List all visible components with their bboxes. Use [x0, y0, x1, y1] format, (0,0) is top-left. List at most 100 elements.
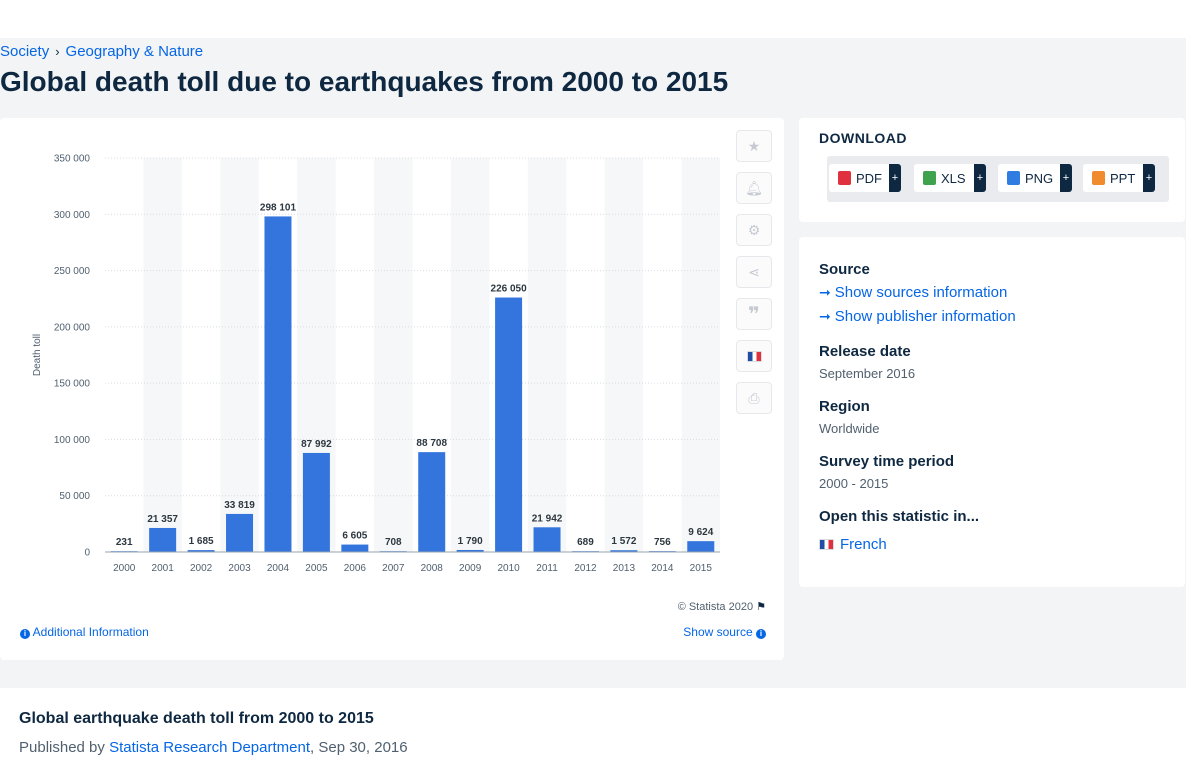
survey-period-value: 2000 - 2015	[819, 476, 889, 491]
x-tick-label: 2004	[267, 563, 290, 574]
download-buttons: PDF + XLS + PNG + PPT +	[827, 156, 1169, 202]
data-label: 231	[116, 537, 133, 548]
ppt-label: PPT	[1110, 170, 1136, 186]
release-date-heading: Release date	[819, 343, 911, 360]
bar	[456, 549, 484, 552]
chevron-right-icon: ›	[55, 44, 60, 59]
settings-button[interactable]: ⚙	[736, 214, 772, 246]
chart-card: 0 50 000 100 000 150 000 200 000 250 000 300 0…	[0, 118, 784, 660]
french-flag-icon	[746, 350, 762, 362]
plus-icon: +	[974, 164, 986, 192]
y-tick-label: 0	[84, 548, 90, 559]
info-icon: i	[756, 629, 766, 639]
download-card: DOWNLOAD PDF + XLS + PNG + PPT +	[799, 118, 1185, 222]
cite-button[interactable]: ❞	[736, 298, 772, 330]
description-card: Global earthquake death toll from 2000 t…	[0, 688, 1186, 760]
x-tick-label: 2012	[574, 563, 597, 574]
x-tick-label: 2010	[497, 563, 520, 574]
download-png-button[interactable]: PNG +	[998, 164, 1072, 192]
french-flag-icon	[819, 539, 834, 550]
arrow-right-icon: ➞	[819, 284, 831, 300]
show-source-link[interactable]: Show source i	[683, 625, 766, 639]
statistic-details-card: Source ➞ Show sources information ➞ Show p…	[799, 237, 1185, 587]
data-label: 87 992	[301, 439, 332, 450]
data-label: 1 572	[611, 536, 636, 547]
open-french-label: French	[840, 536, 887, 553]
notification-button[interactable]: 🔔︎	[736, 172, 772, 204]
pdf-label: PDF	[856, 170, 882, 186]
info-icon: i	[20, 629, 30, 639]
arrow-right-icon: ➞	[819, 308, 831, 324]
release-date-value: September 2016	[819, 366, 916, 381]
publisher-link[interactable]: Statista Research Department	[109, 739, 311, 756]
y-tick-label: 350 000	[54, 154, 91, 165]
survey-period-heading: Survey time period	[819, 453, 955, 470]
publish-date: , Sep 30, 2016	[310, 739, 408, 756]
favorite-button[interactable]: ★	[736, 130, 772, 162]
bar	[149, 527, 177, 552]
download-xls-button[interactable]: XLS +	[914, 164, 986, 192]
region-heading: Region	[819, 398, 870, 415]
print-button[interactable]: ⎙	[736, 382, 772, 414]
bar	[264, 216, 292, 552]
x-tick-label: 2002	[190, 563, 213, 574]
x-tick-label: 2003	[228, 563, 251, 574]
pdf-file-icon	[838, 171, 851, 185]
data-label: 756	[654, 537, 671, 548]
download-pdf-button[interactable]: PDF +	[829, 164, 901, 192]
column-band	[450, 158, 490, 552]
ppt-file-icon	[1092, 171, 1105, 185]
y-axis-label: Death toll	[32, 334, 43, 376]
top-bar	[0, 0, 1186, 38]
published-by: Published by Statista Research Departmen…	[19, 739, 408, 756]
print-icon: ⎙	[748, 389, 760, 406]
plus-icon: +	[1143, 164, 1155, 192]
bar-chart: 0 50 000 100 000 150 000 200 000 250 000 300 0…	[32, 154, 720, 574]
data-label: 298 101	[260, 202, 297, 213]
data-label: 21 942	[532, 513, 563, 524]
share-button[interactable]: ⋖	[736, 256, 772, 288]
additional-information-label: Additional Information	[32, 625, 149, 639]
bar	[418, 452, 446, 552]
share-icon: ⋖	[748, 263, 760, 280]
column-band	[143, 158, 182, 552]
bar	[187, 550, 215, 552]
copyright-text: © Statista 2020	[677, 601, 754, 613]
show-sources-label: Show sources information	[834, 284, 1008, 301]
data-label: 88 708	[416, 438, 447, 449]
french-version-button[interactable]	[736, 340, 772, 372]
breadcrumb-society[interactable]: Society	[0, 43, 50, 60]
breadcrumb-geography[interactable]: Geography & Nature	[65, 43, 204, 60]
download-title: DOWNLOAD	[819, 130, 907, 146]
open-french-link[interactable]: French	[819, 536, 887, 553]
x-tick-label: 2013	[613, 563, 636, 574]
x-tick-label: 2005	[305, 563, 328, 574]
show-publisher-link[interactable]: ➞ Show publisher information	[819, 308, 1016, 325]
additional-information-link[interactable]: i Additional Information	[20, 625, 149, 639]
show-sources-link[interactable]: ➞ Show sources information	[819, 284, 1007, 301]
bar	[687, 541, 715, 552]
bar	[341, 544, 369, 552]
bar	[302, 452, 330, 552]
x-tick-label: 2014	[651, 563, 674, 574]
png-label: PNG	[1025, 170, 1054, 186]
show-source-label: Show source	[683, 625, 753, 639]
column-band	[220, 158, 259, 552]
bar	[226, 513, 254, 552]
flag-report-icon[interactable]: ⚑	[756, 601, 766, 613]
copyright-notice: © Statista 2020 ⚑	[678, 600, 766, 613]
chart-toolbar: ★ 🔔︎ ⚙ ⋖ ❞ ⎙	[736, 130, 772, 424]
y-tick-label: 300 000	[54, 210, 91, 221]
plus-icon: +	[889, 164, 901, 192]
x-tick-label: 2008	[421, 563, 444, 574]
y-tick-label: 50 000	[59, 491, 90, 502]
x-tick-label: 2006	[344, 563, 367, 574]
download-ppt-button[interactable]: PPT +	[1083, 164, 1155, 192]
plus-icon: +	[1060, 164, 1072, 192]
y-tick-label: 150 000	[54, 379, 91, 390]
x-tick-label: 2015	[690, 563, 713, 574]
gear-icon: ⚙	[747, 221, 761, 238]
y-tick-label: 200 000	[54, 322, 91, 333]
data-label: 9 624	[688, 527, 713, 538]
source-heading: Source	[819, 261, 870, 278]
